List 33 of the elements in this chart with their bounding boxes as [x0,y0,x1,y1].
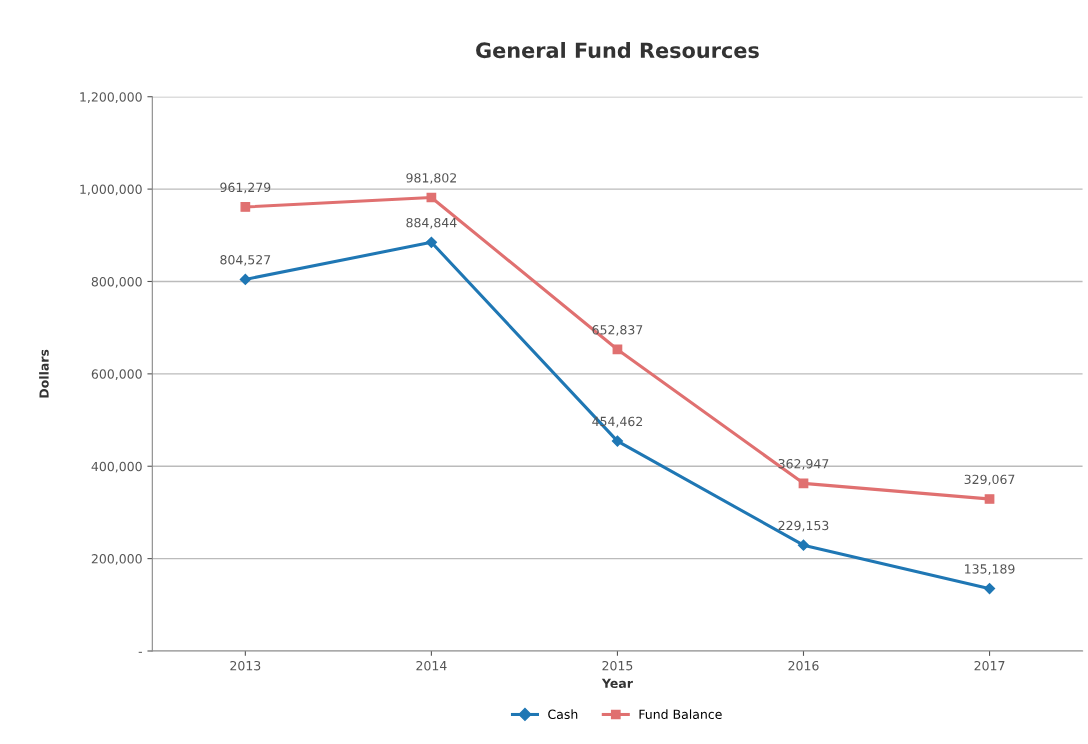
x-tick-label: 2015 [602,660,633,671]
point [425,236,437,248]
y-tick-label: - [138,651,142,653]
point [239,273,251,285]
legend-label: Cash [548,709,578,720]
data-label: 362,947 [778,458,829,470]
data-label: 229,153 [778,520,829,532]
y-tick-label: 400,000 [91,461,142,473]
y-axis-title: Dollars [39,349,49,398]
x-tick-label: 2014 [416,660,447,671]
x-axis-title: Year [601,678,633,689]
data-label: 884,844 [406,217,457,229]
chart-title: General Fund Resources [476,42,759,59]
point [240,202,251,212]
point [797,539,810,551]
x-tick-label: 2017 [974,660,1005,671]
point [798,478,809,489]
point [983,582,996,595]
point [984,494,995,504]
data-label: 981,802 [406,173,456,184]
legend-label: Fund Balance [639,709,722,720]
y-tick-label: 600,000 [91,369,142,381]
y-tick-label: 200,000 [91,554,142,565]
y-tick-label: 800,000 [91,276,142,288]
y-tick-label: 1,200,000 [80,92,142,103]
data-label: 135,189 [965,564,1015,575]
data-label: 961,279 [220,182,271,194]
data-label: 329,067 [964,474,1015,486]
point [611,435,624,447]
y-tick-label: 1,000,000 [80,184,142,196]
x-tick-label: 2013 [230,660,261,671]
x-tick-label: 2016 [788,660,819,671]
data-label: 804,527 [220,255,271,266]
